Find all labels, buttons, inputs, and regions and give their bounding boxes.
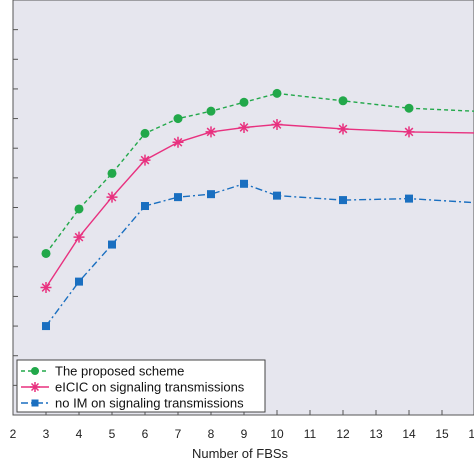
data-point (206, 106, 216, 116)
x-axis-title: Number of FBSs (192, 446, 289, 461)
data-point (174, 193, 182, 202)
y-axis-ticks (13, 29, 18, 386)
data-point (31, 399, 39, 407)
data-point (140, 128, 150, 138)
x-tick-label: 4 (76, 427, 83, 441)
x-tick-label: 10 (270, 427, 284, 441)
x-tick-label: 3 (43, 427, 50, 441)
legend-label: eICIC on signaling transmissions (55, 380, 245, 395)
data-point (141, 202, 149, 211)
series-1 (40, 119, 474, 294)
x-tick-label: 6 (142, 427, 149, 441)
data-point (273, 191, 281, 200)
data-point (173, 114, 183, 124)
data-point (271, 119, 283, 130)
legend-box (16, 359, 266, 413)
legend-label: The proposed scheme (55, 364, 184, 379)
data-point (42, 322, 50, 331)
x-tick-label: 16 (468, 427, 474, 441)
data-point (404, 103, 414, 113)
data-point (207, 190, 215, 199)
data-point (240, 179, 248, 188)
x-tick-label: 7 (175, 427, 182, 441)
x-tick-label: 12 (336, 427, 350, 441)
x-tick-label: 15 (435, 427, 449, 441)
data-point (337, 123, 349, 135)
x-tick-label: 5 (109, 427, 116, 441)
x-tick-label: 2 (10, 427, 17, 441)
data-point (73, 231, 85, 243)
series-2 (42, 179, 474, 331)
x-tick-label: 14 (402, 427, 416, 441)
data-point (31, 367, 39, 375)
data-point (41, 248, 51, 258)
data-point (106, 191, 118, 203)
data-point (338, 96, 348, 106)
data-point (172, 136, 184, 148)
plot-area (12, 0, 474, 416)
data-point (30, 382, 40, 392)
data-point (272, 88, 282, 98)
series-layer (40, 88, 474, 331)
data-point (405, 194, 413, 203)
data-point (205, 126, 217, 138)
data-point (107, 168, 117, 178)
data-point (74, 204, 84, 214)
data-point (339, 196, 347, 205)
legend-label: no IM on signaling transmissions (55, 396, 244, 411)
data-point (239, 97, 249, 107)
x-tick-label: 13 (369, 427, 383, 441)
series-0 (41, 88, 474, 258)
series-line (45, 183, 474, 327)
data-point (403, 126, 415, 138)
data-point (40, 282, 52, 294)
data-point (108, 240, 116, 249)
x-tick-label: 11 (304, 427, 317, 441)
data-point (139, 154, 151, 166)
data-point (238, 121, 250, 133)
x-tick-label: 9 (241, 427, 248, 441)
data-point (75, 277, 83, 286)
x-tick-label: 8 (208, 427, 215, 441)
